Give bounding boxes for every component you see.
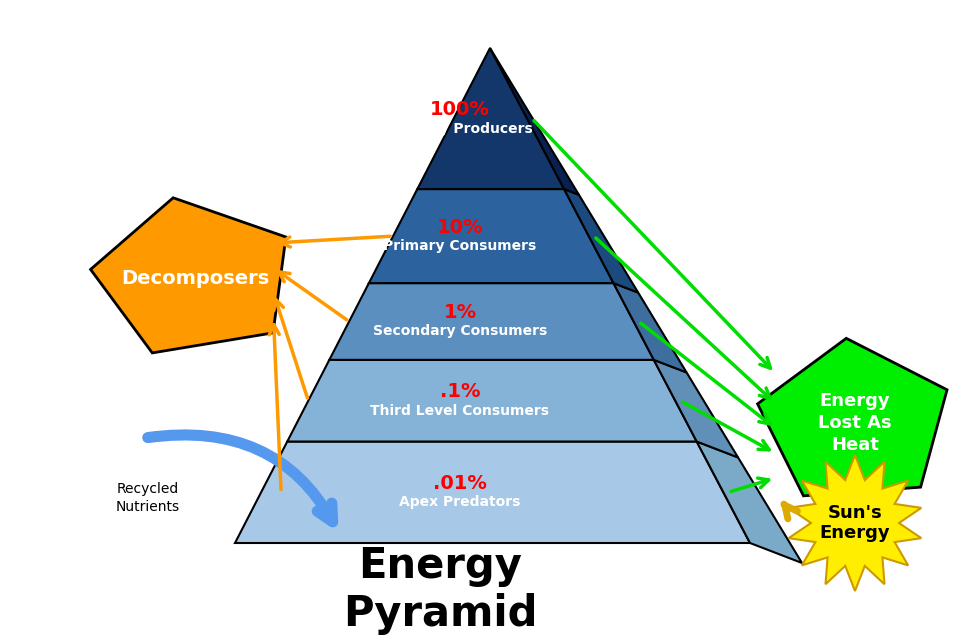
Text: Secondary Consumers: Secondary Consumers (372, 325, 547, 339)
Text: Recycled
Nutrients: Recycled Nutrients (116, 482, 180, 514)
Polygon shape (91, 198, 286, 353)
Text: Decomposers: Decomposers (121, 269, 269, 288)
Text: Primary Consumers: Primary Consumers (383, 239, 536, 253)
Text: .1%: .1% (440, 382, 481, 401)
Polygon shape (697, 441, 802, 563)
Polygon shape (654, 360, 738, 457)
Polygon shape (613, 283, 686, 373)
Polygon shape (288, 360, 697, 441)
Polygon shape (565, 189, 639, 293)
Text: 100%: 100% (430, 100, 489, 119)
Text: Third Level Consumers: Third Level Consumers (370, 404, 550, 418)
Polygon shape (369, 189, 613, 283)
Polygon shape (758, 338, 947, 496)
Text: 1%: 1% (444, 303, 477, 322)
Polygon shape (490, 48, 579, 195)
Text: Primary Producers: Primary Producers (387, 121, 533, 135)
Polygon shape (235, 441, 750, 543)
Polygon shape (330, 283, 654, 360)
Text: 10%: 10% (437, 218, 484, 237)
Text: Energy
Lost As
Heat: Energy Lost As Heat (818, 392, 892, 454)
Text: Sun's
Energy: Sun's Energy (820, 503, 890, 542)
Text: Energy
Pyramid: Energy Pyramid (343, 545, 537, 635)
Text: .01%: .01% (433, 474, 487, 493)
Polygon shape (789, 455, 921, 591)
Polygon shape (417, 48, 565, 189)
Text: Apex Predators: Apex Predators (400, 495, 521, 509)
